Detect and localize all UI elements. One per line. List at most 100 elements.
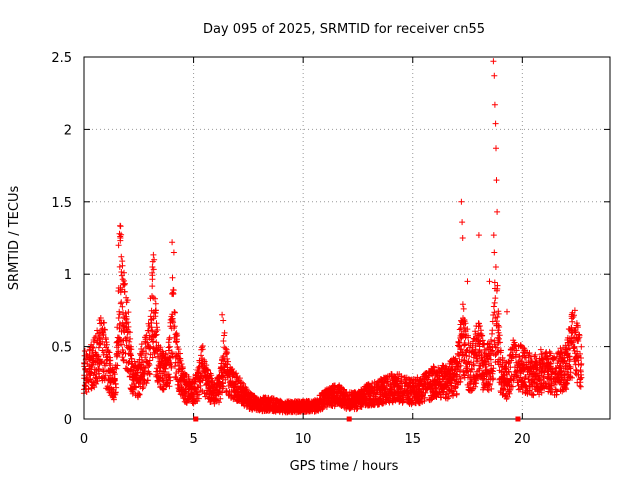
- data-point: [240, 380, 247, 387]
- data-point: [465, 358, 472, 365]
- data-point: [462, 341, 469, 348]
- data-point: [220, 317, 227, 324]
- data-point: [223, 348, 230, 355]
- data-point: [494, 314, 501, 320]
- data-point: [494, 282, 501, 289]
- data-point: [121, 288, 128, 295]
- data-point: [491, 72, 498, 79]
- data-point: [153, 307, 159, 314]
- x-axis-label: GPS time / hours: [290, 459, 399, 474]
- data-point: [496, 324, 503, 330]
- data-point: [471, 362, 477, 369]
- data-point: [194, 392, 201, 398]
- data-point: [125, 323, 132, 330]
- data-point: [119, 303, 126, 310]
- data-point: [199, 343, 206, 349]
- data-point: [219, 311, 226, 318]
- data-point: [494, 208, 501, 215]
- data-point: [453, 371, 460, 378]
- data-point: [459, 219, 466, 226]
- data-point: [121, 269, 127, 276]
- gap-marker: [193, 416, 199, 422]
- data-point: [126, 329, 133, 336]
- data-point: [157, 344, 164, 351]
- data-point: [493, 177, 500, 184]
- data-point: [465, 334, 472, 341]
- data-point: [353, 406, 360, 413]
- data-point: [160, 377, 167, 384]
- data-point: [510, 377, 517, 384]
- data-point: [101, 319, 108, 326]
- data-point: [458, 346, 465, 353]
- data-point: [118, 299, 125, 306]
- data-point: [171, 309, 178, 315]
- data-point: [91, 338, 97, 345]
- data-point: [491, 299, 498, 306]
- data-point: [166, 336, 173, 343]
- data-point: [100, 367, 106, 373]
- data-point: [443, 371, 450, 378]
- data-point: [112, 389, 119, 396]
- y-tick-label: 2: [64, 123, 72, 138]
- data-point: [452, 355, 459, 362]
- data-point: [177, 357, 184, 364]
- data-point: [466, 353, 473, 360]
- data-point: [225, 358, 231, 365]
- data-point: [111, 371, 118, 378]
- data-point: [116, 311, 123, 318]
- data-point: [492, 295, 499, 302]
- data-point: [421, 398, 428, 404]
- data-point: [113, 384, 120, 391]
- data-point: [469, 366, 475, 373]
- data-point: [96, 366, 103, 373]
- data-point: [224, 350, 231, 356]
- data-point: [102, 326, 108, 333]
- data-point: [170, 319, 177, 326]
- x-tick-label: 0: [80, 432, 88, 447]
- data-point: [198, 352, 204, 359]
- data-point: [118, 341, 125, 348]
- data-point: [87, 375, 94, 382]
- data-point: [121, 281, 128, 288]
- data-point: [117, 320, 123, 327]
- data-point: [106, 349, 113, 356]
- data-point: [170, 249, 177, 256]
- data-point: [491, 337, 498, 344]
- data-point: [177, 350, 183, 357]
- data-point: [487, 380, 494, 387]
- data-point: [540, 374, 547, 381]
- data-point: [203, 362, 210, 369]
- data-point: [142, 354, 149, 361]
- data-point: [449, 361, 456, 368]
- data-point: [500, 387, 507, 394]
- data-point: [97, 335, 104, 342]
- data-point: [166, 343, 173, 350]
- data-point: [222, 376, 229, 383]
- data-point: [146, 343, 153, 350]
- data-point: [236, 375, 243, 382]
- data-point: [216, 399, 222, 406]
- data-point: [231, 382, 238, 389]
- data-point: [160, 386, 167, 393]
- data-point: [497, 339, 503, 346]
- data-point: [117, 289, 124, 296]
- data-point: [495, 310, 502, 317]
- x-tick-label: 10: [295, 432, 312, 447]
- data-point: [107, 357, 114, 364]
- data-point: [506, 390, 513, 397]
- data-point: [90, 345, 97, 351]
- data-point: [120, 356, 127, 363]
- data-point: [490, 375, 497, 382]
- data-point: [537, 376, 544, 383]
- data-point: [493, 145, 499, 152]
- data-point: [507, 387, 514, 393]
- data-point: [152, 300, 159, 307]
- data-point: [557, 345, 564, 352]
- data-point: [464, 278, 471, 285]
- data-point: [142, 336, 149, 343]
- grid: [84, 57, 610, 419]
- data-point: [162, 350, 169, 357]
- data-point: [475, 232, 482, 239]
- data-point: [123, 337, 130, 344]
